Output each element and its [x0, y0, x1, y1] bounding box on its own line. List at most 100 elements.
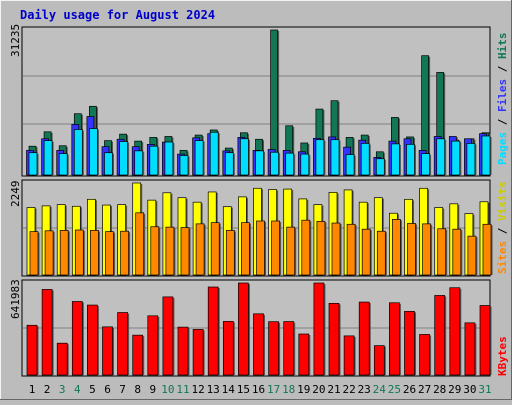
- x-label-day: 11: [176, 383, 189, 396]
- sites-bar: [301, 219, 311, 276]
- pages-bar: [104, 152, 113, 176]
- sites-bar: [392, 219, 401, 276]
- chart-title: Daily usage for August 2024: [20, 8, 215, 22]
- x-label-day: 31: [478, 383, 491, 396]
- pages-bar: [58, 153, 68, 176]
- kbytes-bar: [222, 321, 234, 376]
- x-label-day: 28: [433, 383, 446, 396]
- kbytes-bar: [268, 321, 279, 376]
- ymax-label-visits: 2249: [9, 181, 22, 208]
- x-label-day: 27: [418, 383, 431, 396]
- sites-bar: [437, 228, 447, 276]
- label-sep-2: /: [496, 65, 509, 72]
- sites-bar: [225, 230, 235, 276]
- pages-bar: [28, 152, 38, 176]
- pages-bar: [421, 153, 430, 176]
- label-sep-3: /: [496, 227, 509, 234]
- x-label-day: 30: [463, 383, 476, 396]
- ymax-label-kbytes: 641983: [9, 279, 22, 319]
- pages-bar: [436, 138, 446, 176]
- label-visits: Visits: [496, 181, 509, 221]
- kbytes-bar: [26, 324, 38, 376]
- sites-bar: [165, 226, 175, 276]
- sites-bar: [346, 223, 356, 276]
- sites-bar: [74, 229, 84, 276]
- x-label-day: 14: [222, 383, 236, 396]
- sites-bar: [452, 228, 462, 276]
- sites-bar: [376, 230, 386, 276]
- kbytes-bar: [41, 289, 53, 376]
- sites-bar: [241, 222, 250, 276]
- x-axis-day-labels: 1 2 3 4 5 6 7 8 9 10 11 12 13 14 15 16 17 18 19 20 21 22 23 24 2…: [29, 383, 492, 396]
- x-label-day: 21: [327, 383, 340, 396]
- pages-bar: [345, 154, 355, 176]
- kbytes-bar: [419, 334, 430, 376]
- pages-bar: [43, 140, 53, 176]
- sites-bar: [361, 228, 371, 276]
- x-label-day: 29: [448, 383, 461, 396]
- kbytes-bar: [434, 295, 446, 376]
- kbytes-bar: [283, 321, 295, 376]
- pages-bar: [194, 140, 204, 176]
- kbytes-bar: [328, 302, 340, 376]
- axis-label-visits-sites: Sites / Visits: [496, 181, 509, 274]
- sites-bar: [271, 220, 280, 276]
- x-label-day: 22: [342, 383, 355, 396]
- sites-bar: [407, 223, 416, 276]
- kbytes-bar: [313, 282, 325, 376]
- kbytes-bar: [162, 296, 174, 376]
- label-files: Files: [496, 79, 509, 112]
- pages-bar: [164, 141, 174, 176]
- x-label-day: 5: [89, 383, 96, 396]
- pages-bar: [285, 152, 295, 176]
- sites-bar: [44, 230, 54, 276]
- x-label-day: 2: [44, 383, 51, 396]
- pages-bar: [451, 140, 461, 176]
- kbytes-bar: [404, 311, 415, 376]
- x-label-day: 10: [161, 383, 174, 396]
- sites-bar: [467, 235, 477, 276]
- x-label-day: 20: [312, 383, 325, 396]
- kbytes-bar: [207, 286, 219, 376]
- pages-bar: [179, 155, 189, 176]
- sites-bar: [482, 223, 492, 276]
- sites-bar: [135, 212, 145, 276]
- kbytes-bar: [373, 345, 385, 376]
- pages-bar: [391, 143, 400, 176]
- kbytes-bar: [87, 304, 98, 376]
- x-label-day: 8: [134, 383, 141, 396]
- sites-bar: [422, 223, 431, 276]
- pages-bar: [360, 143, 370, 176]
- kbytes-bar: [298, 333, 310, 376]
- pages-bar: [73, 129, 83, 176]
- kbytes-bar: [102, 326, 113, 376]
- sites-bar: [256, 220, 265, 276]
- kbytes-bar: [192, 329, 204, 376]
- kbytes-bar: [449, 287, 461, 376]
- axis-label-kbytes: KBytes: [496, 336, 509, 376]
- kbytes-bar: [479, 305, 491, 376]
- pages-bar: [481, 135, 491, 176]
- kbytes-bar: [147, 315, 159, 376]
- sites-bar: [59, 230, 69, 276]
- pages-bar: [255, 150, 264, 176]
- x-label-day: 19: [297, 383, 310, 396]
- pages-bar: [119, 141, 128, 176]
- kbytes-bar: [343, 335, 355, 376]
- sites-bar: [316, 221, 326, 276]
- label-pages: Pages: [496, 132, 509, 165]
- sites-bar: [90, 230, 99, 276]
- kbytes-bar: [177, 326, 189, 376]
- pages-bar: [149, 145, 159, 176]
- sites-bar: [105, 231, 114, 276]
- kbytes-bar: [389, 302, 400, 376]
- ymax-label-hits: 31235: [9, 24, 22, 57]
- x-label-day: 26: [403, 383, 416, 396]
- kbytes-bar: [117, 312, 128, 376]
- pages-bar: [466, 143, 476, 176]
- sites-bar: [150, 226, 160, 276]
- pages-bar: [89, 128, 98, 176]
- x-label-day: 17: [267, 383, 280, 396]
- pages-bar: [315, 139, 325, 176]
